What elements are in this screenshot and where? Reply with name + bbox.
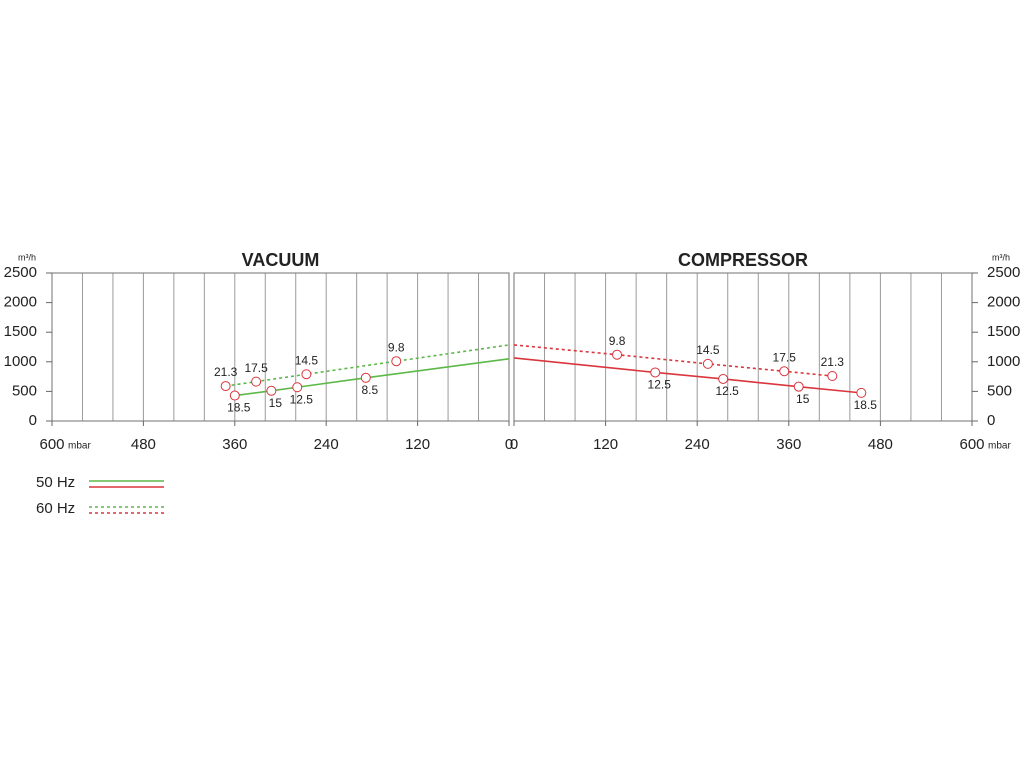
data-point	[391, 356, 402, 367]
point-label: 15	[269, 396, 283, 410]
data-point	[702, 358, 713, 369]
x-tick-label: 240	[685, 436, 710, 453]
x-tick-label: 0	[505, 436, 513, 453]
point-label: 12.5	[715, 384, 739, 398]
y-tick-label: 0	[987, 412, 995, 429]
x-unit: mbar	[988, 441, 1011, 452]
point-label: 21.3	[214, 365, 238, 379]
data-line	[513, 357, 862, 394]
chart-title: VACUUM	[242, 250, 320, 270]
data-point	[251, 376, 262, 387]
point-label: 17.5	[773, 350, 797, 364]
point-label: 9.8	[388, 340, 405, 354]
data-point	[650, 367, 661, 378]
point-label: 18.5	[854, 398, 878, 412]
data-point	[779, 366, 790, 377]
data-point	[856, 387, 867, 398]
x-tick-label: 480	[131, 436, 156, 453]
data-point	[220, 381, 231, 392]
x-unit: mbar	[68, 441, 91, 452]
plot-frame	[513, 272, 973, 422]
point-label: 21.3	[821, 355, 845, 369]
point-label: 14.5	[295, 353, 319, 367]
y-tick-label: 1000	[4, 353, 37, 370]
chart-title: COMPRESSOR	[678, 250, 808, 270]
point-label: 14.5	[696, 343, 720, 357]
data-line	[225, 344, 510, 387]
y-unit: m³/h	[18, 252, 36, 262]
plot-frame	[51, 272, 510, 422]
x-tick-label: 120	[593, 436, 618, 453]
point-label: 9.8	[609, 334, 626, 348]
y-tick-label: 2000	[987, 294, 1020, 311]
y-tick-label: 2000	[4, 294, 37, 311]
data-point	[612, 349, 623, 360]
data-point	[229, 390, 240, 401]
x-tick-label: 480	[868, 436, 893, 453]
data-point	[292, 382, 303, 393]
data-point	[718, 373, 729, 384]
data-point	[827, 371, 838, 382]
y-tick-label: 1500	[4, 323, 37, 340]
x-tick-label: 0	[510, 436, 518, 453]
point-label: 18.5	[227, 401, 251, 415]
legend-label: 60 Hz	[36, 500, 75, 517]
x-tick-label: 360	[776, 436, 801, 453]
x-tick-label: 600	[39, 436, 64, 453]
point-label: 12.5	[290, 392, 314, 406]
data-point	[793, 381, 804, 392]
legend-label: 50 Hz	[36, 474, 75, 491]
x-tick-label: 360	[222, 436, 247, 453]
point-label: 17.5	[244, 361, 268, 375]
point-label: 15	[796, 392, 810, 406]
point-label: 12.5	[648, 378, 672, 392]
y-tick-label: 2500	[4, 264, 37, 281]
data-point	[360, 372, 371, 383]
x-tick-label: 240	[314, 436, 339, 453]
data-point	[266, 385, 277, 396]
data-point	[301, 369, 312, 380]
y-tick-label: 1000	[987, 353, 1020, 370]
point-label: 8.5	[361, 383, 378, 397]
y-tick-label: 2500	[987, 264, 1020, 281]
x-tick-label: 600	[959, 436, 984, 453]
y-tick-label: 1500	[987, 323, 1020, 340]
y-tick-label: 500	[987, 382, 1012, 399]
y-tick-label: 0	[29, 412, 37, 429]
y-unit: m³/h	[992, 252, 1010, 262]
x-tick-label: 120	[405, 436, 430, 453]
y-tick-label: 500	[12, 382, 37, 399]
